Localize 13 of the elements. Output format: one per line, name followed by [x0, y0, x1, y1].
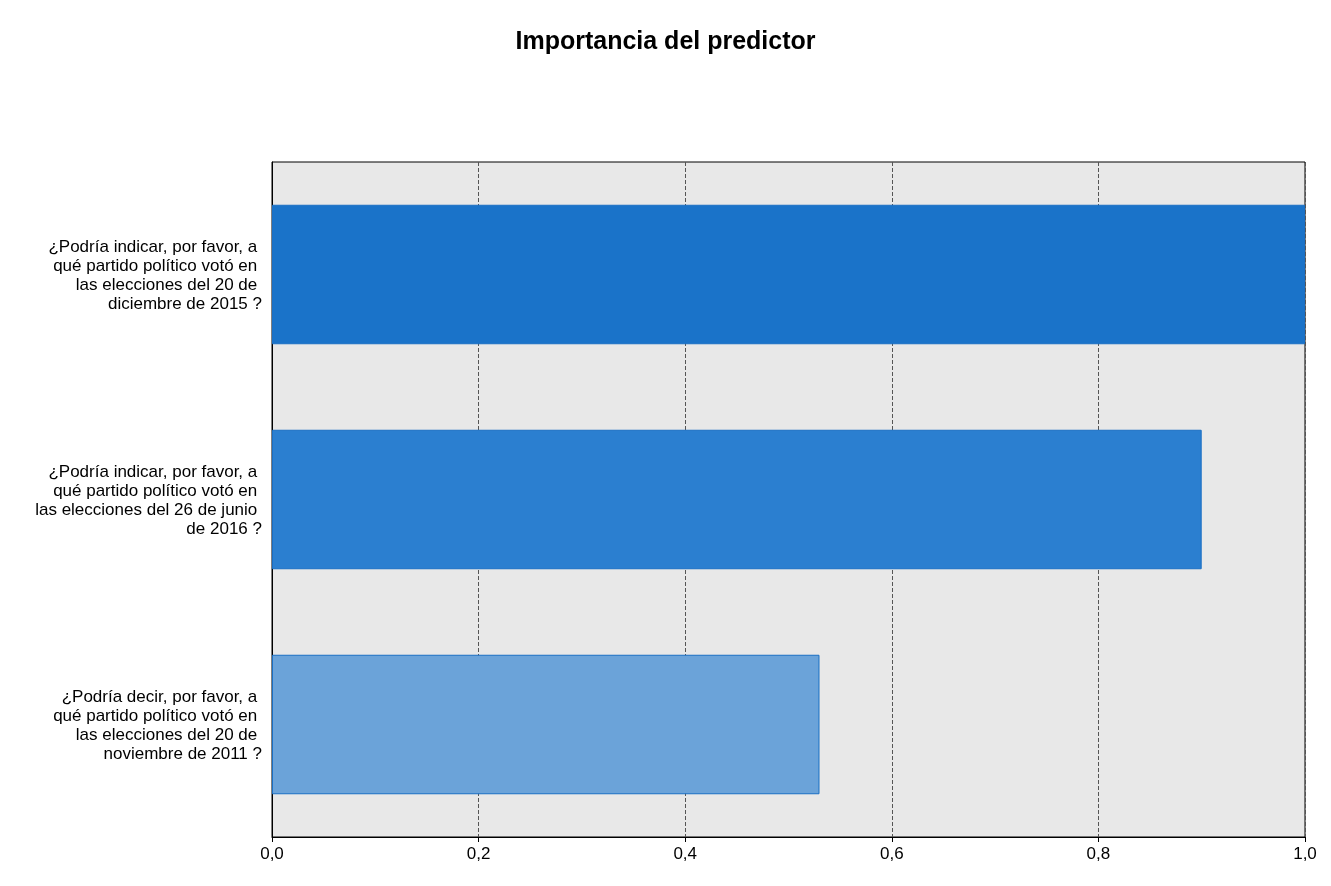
x-tick-label: 1,0 — [1293, 844, 1317, 863]
y-tick-label: ¿Podría indicar, por favor, a qué partido político votó en las elecciones del 26 de junio de 2016 ? — [35, 461, 262, 538]
bar — [272, 204, 1305, 345]
y-tick-label: ¿Podría indicar, por favor, a qué partido político votó en las elecciones del 20 de diciembre de 2015 ? — [48, 236, 262, 313]
x-tick-label: 0,0 — [260, 844, 284, 863]
bar — [272, 654, 820, 795]
chart-title: Importancia del predictor — [515, 25, 816, 54]
y-tick-label: ¿Podría decir, por favor, a qué partido político votó en las elecciones del 20 de noviembre de 2011 ? — [53, 686, 262, 763]
bar — [272, 429, 1202, 570]
x-tick-label: 0,8 — [1086, 844, 1111, 863]
x-tick-label: 0,2 — [466, 844, 491, 863]
x-tick-label: 0,6 — [879, 844, 904, 863]
x-tick-label: 0,4 — [673, 844, 698, 863]
